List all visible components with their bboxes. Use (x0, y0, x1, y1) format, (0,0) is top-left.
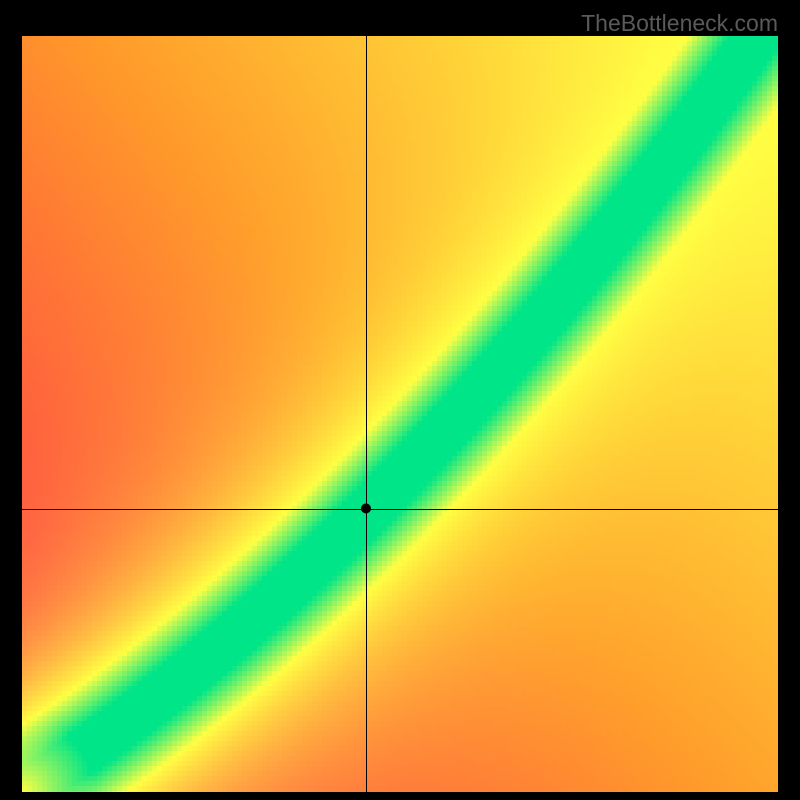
watermark-text: TheBottleneck.com (581, 10, 778, 37)
bottleneck-heatmap (22, 36, 778, 792)
